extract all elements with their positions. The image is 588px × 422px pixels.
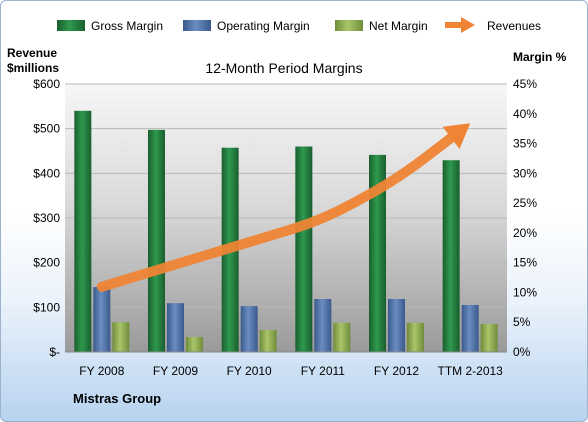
right-tick-label: 35% — [513, 137, 537, 151]
net-margin-bar — [259, 329, 277, 352]
gross-margin-bar — [442, 160, 460, 352]
operating-margin-bar — [93, 287, 111, 352]
left-tick-label: $100 — [33, 300, 60, 314]
operating-margin-bar — [314, 298, 332, 352]
right-tick-label: 40% — [513, 107, 537, 121]
bars — [74, 110, 498, 352]
left-tick-label: $200 — [33, 256, 60, 270]
x-tick-label: TTM 2-2013 — [437, 364, 503, 378]
gridlines — [65, 83, 507, 308]
revenue-arrow-layer — [96, 123, 471, 292]
legend-swatch-revenues-head — [461, 17, 475, 33]
operating-margin-bar — [461, 304, 479, 352]
legend-swatch-operating-margin — [183, 20, 211, 31]
legend-label-gross-margin: Gross Margin — [91, 19, 163, 33]
x-tick-label: FY 2012 — [374, 364, 419, 378]
legend: Gross Margin Operating Margin Net Margin… — [57, 17, 541, 33]
net-margin-bar — [112, 322, 130, 352]
net-margin-bar — [480, 324, 498, 352]
revenue-arrow-head — [442, 123, 471, 149]
right-tick-label: 25% — [513, 196, 537, 210]
left-axis-title-line1: Revenue — [7, 46, 57, 60]
left-tick-label: $- — [49, 345, 60, 359]
x-tick-label: FY 2011 — [301, 364, 346, 378]
left-axis-ticks: $- $100 $200 $300 $400 $500 $600 — [33, 77, 60, 359]
legend-label-operating-margin: Operating Margin — [217, 19, 310, 33]
left-tick-label: $400 — [33, 166, 60, 180]
gross-margin-bar — [295, 146, 313, 352]
right-tick-label: 20% — [513, 226, 537, 240]
net-margin-bar — [407, 322, 424, 352]
legend-label-net-margin: Net Margin — [369, 19, 428, 33]
x-tick-label: FY 2008 — [79, 364, 124, 378]
right-tick-label: 30% — [513, 166, 537, 180]
left-axis-title-line2: $millions — [7, 61, 59, 75]
company-name: Mistras Group — [73, 391, 161, 406]
net-margin-bar — [333, 322, 351, 352]
right-tick-label: 45% — [513, 77, 537, 91]
operating-margin-bar — [388, 298, 405, 352]
right-tick-label: 0% — [513, 345, 531, 359]
gross-margin-bar — [369, 154, 386, 352]
legend-label-revenues: Revenues — [487, 19, 541, 33]
chart-title: 12-Month Period Margins — [205, 60, 362, 76]
left-tick-label: $300 — [33, 211, 60, 225]
net-margin-bar — [186, 337, 203, 352]
legend-swatch-net-margin — [335, 20, 363, 31]
left-tick-label: $500 — [33, 122, 60, 136]
gross-margin-bar — [148, 129, 165, 352]
right-axis-title: Margin % — [513, 50, 567, 64]
right-tick-label: 5% — [513, 315, 531, 329]
operating-margin-bar — [240, 306, 258, 352]
revenue-arrow-shaft — [96, 128, 462, 292]
legend-swatch-gross-margin — [57, 20, 85, 31]
x-tick-label: FY 2009 — [153, 364, 198, 378]
gross-margin-bar — [74, 110, 92, 352]
x-tick-label: FY 2010 — [227, 364, 272, 378]
left-tick-label: $600 — [33, 77, 60, 91]
right-tick-label: 10% — [513, 285, 537, 299]
x-axis-ticks: FY 2008 FY 2009 FY 2010 FY 2011 FY 2012 TTM 2… — [79, 364, 503, 378]
right-tick-label: 15% — [513, 256, 537, 270]
right-axis-ticks: 0% 5% 10% 15% 20% 25% 30% 35% 40% 45% — [513, 77, 537, 359]
operating-margin-bar — [167, 303, 184, 352]
